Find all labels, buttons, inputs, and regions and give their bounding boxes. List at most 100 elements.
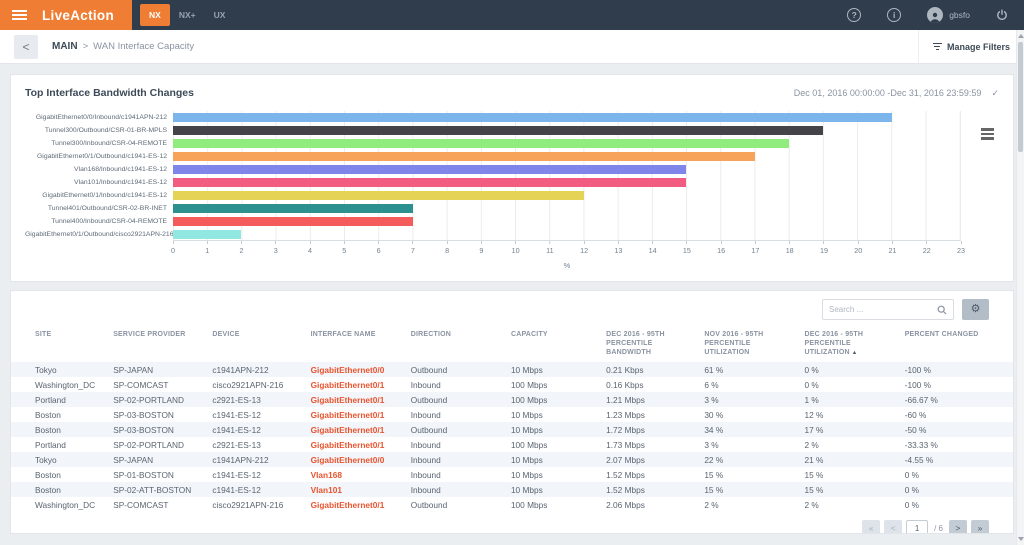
interface-link[interactable]: GigabitEthernet0/1 [310, 409, 385, 420]
page-number-input[interactable] [906, 520, 929, 533]
interface-link[interactable]: GigabitEthernet0/1 [310, 424, 385, 435]
cell-device: c2921-ES-13 [208, 392, 307, 408]
chart-bar[interactable] [173, 126, 824, 135]
chart-bar-row [173, 137, 960, 150]
chart-bar-row [173, 189, 960, 202]
cell-direction: Inbound [406, 482, 507, 498]
cell-service-provider: SP-02-PORTLAND [109, 392, 209, 408]
chart-bar[interactable] [173, 230, 242, 239]
interface-link[interactable]: GigabitEthernet0/1 [310, 379, 385, 390]
x-axis-tick: 2 [240, 241, 244, 255]
cell-percent-changed: -60 % [904, 409, 927, 420]
user-menu[interactable]: gbsfo [927, 7, 970, 23]
column-header-service-provider[interactable]: SERVICE PROVIDER [113, 331, 186, 338]
tab-nxplus[interactable]: NX+ [178, 10, 196, 20]
column-header-device[interactable]: DEVICE [212, 331, 240, 338]
cell-service-provider: SP-03-BOSTON [113, 409, 174, 420]
cell-service-provider: SP-01-BOSTON [113, 469, 174, 480]
tick-label: 10 [511, 246, 520, 255]
chart-bar[interactable] [173, 113, 892, 122]
tick-label: 6 [376, 246, 381, 255]
interface-link[interactable]: GigabitEthernet0/0 [310, 364, 385, 375]
scrollbar-thumb[interactable] [1018, 42, 1023, 152]
last-page-button[interactable]: » [971, 520, 989, 533]
chart-category-label: Vlan168/Inbound/c1941-ES-12 [74, 166, 167, 173]
chart-bar[interactable] [173, 152, 755, 161]
column-header-percent-changed[interactable]: PERCENT CHANGED [904, 331, 979, 338]
tick-mark [926, 241, 928, 244]
cell-device: cisco2921APN-216 [212, 499, 284, 510]
chart-bar[interactable] [173, 178, 687, 187]
cell-dec-utilization: 17 % [800, 422, 901, 438]
chart-category-label: Tunnel300/Inbound/CSR-04-REMOTE [51, 140, 167, 147]
column-header-capacity[interactable]: CAPACITY [510, 331, 548, 338]
column-header-dec-2016-95th-percentile-bandwidth[interactable]: DEC 2016 - 95TH PERCENTILE BANDWIDTH [606, 331, 665, 357]
table-settings-button[interactable]: ⚙ [962, 299, 989, 320]
chart-bar[interactable] [173, 165, 687, 174]
x-axis-tick: 23 [957, 241, 965, 255]
tick-label: 11 [546, 246, 554, 255]
first-page-button[interactable]: « [862, 520, 881, 533]
cell-dec-utilization: 0 % [800, 362, 901, 378]
column-header-nov-2016-95th-percentile-utilization[interactable]: NOV 2016 - 95TH PERCENTILE UTILIZATION [704, 331, 764, 357]
cell-direction: Outbound [406, 422, 507, 438]
column-header-direction[interactable]: DIRECTION [410, 331, 452, 338]
cell-direction: Inbound [410, 409, 441, 420]
interfaces-table-panel: ⚙ SITE SERVICE PROVIDER DEVICE INTERFACE NA… [10, 290, 1014, 534]
cell-site: Washington_DC [35, 379, 96, 390]
cell-site: Boston [35, 409, 61, 420]
cell-device: c1941APN-212 [208, 362, 307, 378]
interface-link[interactable]: GigabitEthernet0/1 [310, 439, 385, 450]
help-icon[interactable]: ? [847, 8, 862, 22]
chart-bar[interactable] [173, 204, 413, 213]
column-header-site[interactable]: SITE [35, 331, 52, 338]
column-header-interface-name[interactable]: INTERFACE NAME [310, 331, 376, 338]
tab-nx[interactable]: NX [140, 4, 170, 26]
interface-link[interactable]: Vlan101 [310, 484, 342, 495]
x-axis-tick: 12 [580, 241, 588, 255]
info-icon[interactable]: i [887, 8, 902, 22]
manage-filters-button[interactable]: Manage Filters [917, 30, 1010, 63]
tick-label: 16 [717, 246, 726, 255]
tab-ux[interactable]: UX [213, 10, 226, 20]
interface-link[interactable]: GigabitEthernet0/1 [310, 394, 385, 405]
scroll-down-icon[interactable] [1018, 537, 1024, 541]
bandwidth-changes-panel: Top Interface Bandwidth Changes Dec 01, … [10, 74, 1014, 282]
cell-dec-utilization: 12 % [804, 409, 824, 420]
chart-bar-row [173, 176, 960, 189]
check-icon[interactable]: ✓ [991, 87, 999, 98]
column-header-dec-2016-95th-percentile-utilization[interactable]: DEC 2016 - 95TH PERCENTILE UTILIZATION ▲ [804, 331, 864, 357]
cell-direction: Outbound [406, 392, 507, 408]
interfaces-table: SITE SERVICE PROVIDER DEVICE INTERFACE NAME… [11, 327, 1013, 512]
menu-hamburger-icon[interactable] [0, 10, 38, 20]
cell-device: c1941-ES-12 [208, 422, 307, 438]
chart-context-menu-icon[interactable] [978, 125, 997, 143]
cell-interface-name: GigabitEthernet0/0 [306, 452, 407, 468]
next-page-button[interactable]: > [949, 520, 967, 533]
back-button[interactable]: < [14, 34, 38, 59]
chart-bar[interactable] [173, 139, 789, 148]
logout-power-icon[interactable] [996, 9, 1008, 21]
interface-link[interactable]: GigabitEthernet0/0 [310, 454, 385, 465]
cell-capacity: 100 Mbps [510, 439, 548, 450]
scroll-up-icon[interactable] [1018, 34, 1024, 38]
search-input[interactable] [829, 305, 937, 314]
chart-bar-row [173, 124, 960, 137]
date-range-label[interactable]: Dec 01, 2016 00:00:00 -Dec 31, 2016 23:5… [793, 88, 982, 98]
cell-service-provider: SP-02-ATT-BOSTON [109, 482, 209, 498]
table-row: Boston SP-01-BOSTON c1941-ES-12 Vlan168 Inbo… [11, 467, 1013, 482]
chart-bar[interactable] [173, 217, 413, 226]
interface-link[interactable]: Vlan168 [310, 469, 342, 480]
chart-bar[interactable] [173, 191, 584, 200]
x-axis-tick: 6 [377, 241, 381, 255]
cell-service-provider: SP-JAPAN [109, 362, 209, 378]
vertical-scrollbar[interactable] [1016, 30, 1024, 545]
cell-capacity: 10 Mbps [506, 422, 603, 438]
interface-link[interactable]: GigabitEthernet0/1 [310, 499, 385, 510]
chart-bar-row [173, 228, 960, 241]
table-row: Tokyo SP-JAPAN c1941APN-212 GigabitEthernet… [11, 362, 1013, 378]
tick-mark [823, 241, 825, 244]
prev-page-button[interactable]: < [884, 520, 903, 533]
username-label: gbsfo [949, 10, 970, 20]
breadcrumb-root[interactable]: MAIN [52, 41, 78, 52]
